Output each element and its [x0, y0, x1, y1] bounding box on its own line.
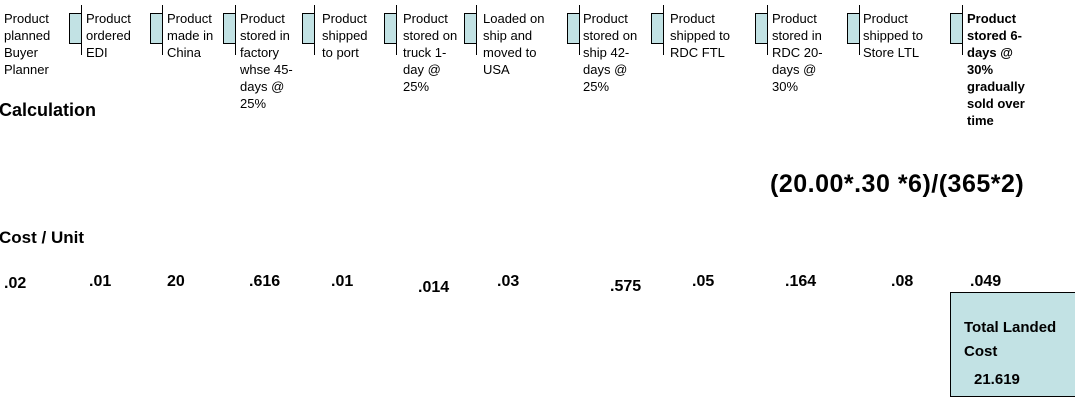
marker-flag: [755, 13, 768, 44]
milestone-marker-icon: [566, 5, 580, 55]
marker-flag: [950, 13, 963, 44]
stage-label: Product planned Buyer Planner: [4, 11, 51, 77]
stage-label: Product stored on ship 42- days @ 25%: [583, 11, 638, 94]
stage-label: Product stored in factory whse 45- days …: [240, 11, 293, 111]
marker-flag: [302, 13, 315, 44]
cost-per-unit-label: Cost / Unit: [0, 228, 84, 247]
total-landed-cost-title: Total Landed Cost: [964, 319, 1057, 360]
stage-label: Product made in China: [167, 11, 214, 60]
total-landed-cost-value: 21.619: [974, 371, 1020, 388]
calculation-formula: (20.00*.30 *6)/(365*2): [770, 170, 1025, 198]
stage-label: Loaded on ship and moved to USA: [483, 11, 545, 77]
stage-label: Product shipped to port: [322, 11, 368, 60]
total-landed-cost-box: Total Landed Cost 21.619: [950, 292, 1075, 397]
milestone-marker-icon: [949, 5, 963, 55]
milestone-marker-icon: [222, 5, 236, 55]
marker-flag: [223, 13, 236, 44]
calculation-label: Calculation: [0, 100, 97, 120]
cost-value: .014: [418, 279, 450, 296]
milestone-marker-icon: [383, 5, 397, 55]
milestone-marker-icon: [68, 5, 82, 55]
milestone-marker-icon: [650, 5, 664, 55]
cost-value: .05: [692, 273, 715, 290]
stage-label: Product stored on truck 1- day @ 25%: [403, 11, 458, 94]
cost-value: .08: [891, 273, 914, 290]
milestone-marker-icon: [846, 5, 860, 55]
cost-value: .616: [249, 273, 281, 290]
marker-flag: [69, 13, 82, 44]
marker-flag: [567, 13, 580, 44]
milestone-marker-icon: [463, 5, 477, 55]
milestone-marker-icon: [754, 5, 768, 55]
milestone-marker-icon: [301, 5, 315, 55]
stage-label: Product shipped to RDC FTL: [670, 11, 730, 60]
cost-value: .164: [785, 273, 817, 290]
cost-value: .01: [89, 273, 112, 290]
marker-flag: [384, 13, 397, 44]
marker-flag: [651, 13, 664, 44]
marker-flag: [150, 13, 163, 44]
stage-label: Product ordered EDI: [86, 11, 131, 60]
marker-flag: [464, 13, 477, 44]
cost-value: .01: [331, 273, 354, 290]
marker-flag: [847, 13, 860, 44]
cost-value: 20: [167, 273, 185, 290]
stage-label: Product stored in RDC 20- days @ 30%: [772, 11, 823, 94]
stage-label: Product shipped to Store LTL: [863, 11, 923, 60]
cost-value: .02: [4, 275, 27, 292]
milestone-marker-icon: [149, 5, 163, 55]
stage-label: Product stored 6- days @ 30% gradually s…: [967, 11, 1025, 128]
cost-value: .575: [610, 278, 642, 295]
cost-value: .03: [497, 273, 520, 290]
cost-value: .049: [970, 273, 1002, 290]
